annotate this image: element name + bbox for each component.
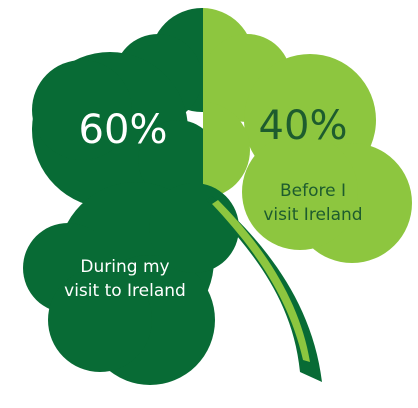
slice-before-visit bbox=[203, 8, 412, 263]
value-label-during: 60% bbox=[79, 107, 168, 153]
shamrock-stem bbox=[206, 196, 322, 382]
category-label-before-line-1: Before I bbox=[280, 181, 346, 201]
shamrock-stem-highlight bbox=[212, 200, 310, 362]
category-label-before-line-2: visit Ireland bbox=[263, 205, 362, 225]
category-label-during-line-2: visit to Ireland bbox=[64, 281, 186, 301]
slice-during-visit bbox=[23, 8, 239, 385]
category-label-during-line-1: During my bbox=[80, 257, 169, 277]
value-label-before: 40% bbox=[259, 103, 348, 149]
